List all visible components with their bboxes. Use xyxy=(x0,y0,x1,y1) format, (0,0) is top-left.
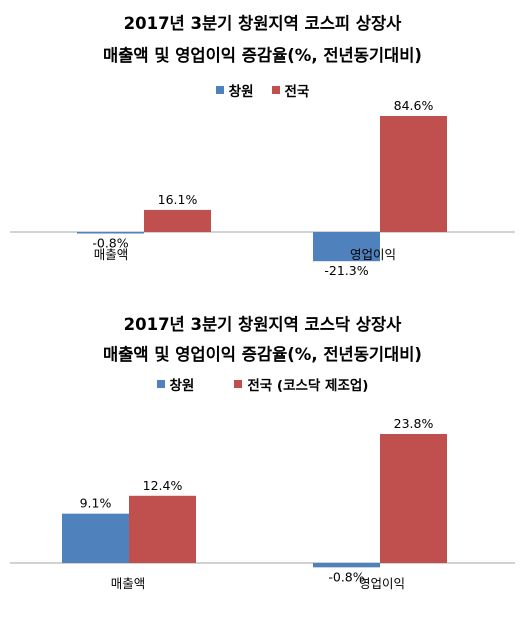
legend-item-national: 전국 (코스닥 제조업) xyxy=(234,374,368,394)
legend: 창원 전국 xyxy=(0,80,525,100)
legend-label: 창원 xyxy=(169,378,195,394)
data-label: -21.3% xyxy=(324,263,368,278)
kosdaq-chart: 2017년 3분기 창원지역 코스닥 상장사 매출액 및 영업이익 증감율(%,… xyxy=(0,305,525,630)
data-label: 84.6% xyxy=(394,98,434,113)
bar-national-0 xyxy=(129,495,196,563)
legend-item-national: 전국 xyxy=(271,80,310,100)
category-label: 영업이익 xyxy=(359,576,405,591)
chart-title-line-1: 2017년 3분기 창원지역 코스피 상장사 xyxy=(123,14,402,33)
category-label: 매출액 xyxy=(94,247,129,262)
data-label: 16.1% xyxy=(158,192,198,207)
bar-national-1 xyxy=(380,434,447,563)
bar-national-1 xyxy=(380,116,447,232)
legend-swatch-changwon xyxy=(156,380,165,388)
data-label: 12.4% xyxy=(143,478,183,493)
chart-title-line-2: 매출액 및 영업이익 증감율(%, 전년동기대비) xyxy=(103,46,422,65)
category-label: 영업이익 xyxy=(350,247,396,262)
legend-item-changwon: 창원 xyxy=(215,80,254,100)
chart-title-line-1: 2017년 3분기 창원지역 코스닥 상장사 xyxy=(123,315,402,334)
category-label: 매출액 xyxy=(111,576,146,591)
data-label: -0.8% xyxy=(328,569,364,584)
kospi-chart: 2017년 3분기 창원지역 코스피 상장사 매출액 및 영업이익 증감율(%,… xyxy=(0,0,525,300)
data-label: 9.1% xyxy=(80,496,112,511)
legend-item-changwon: 창원 xyxy=(156,374,195,394)
legend-swatch-changwon xyxy=(215,86,224,94)
legend-label: 창원 xyxy=(228,84,254,100)
bar-changwon-0 xyxy=(62,513,129,563)
legend-swatch-national xyxy=(234,380,243,388)
bar-national-0 xyxy=(144,209,211,232)
legend: 창원 전국 (코스닥 제조업) xyxy=(0,374,525,394)
legend-label: 전국 xyxy=(284,84,310,100)
data-label: 23.8% xyxy=(394,416,434,431)
bar-changwon-0 xyxy=(77,232,144,234)
chart-title-line-2: 매출액 및 영업이익 증감율(%, 전년동기대비) xyxy=(103,345,422,364)
bar-changwon-1 xyxy=(313,232,380,262)
bar-changwon-1 xyxy=(313,563,380,568)
legend-swatch-national xyxy=(271,86,280,94)
data-label: -0.8% xyxy=(92,236,128,251)
bar-chart-plot: 9.1% -0.8% 12.4% 23.8% 매출액 영업이익 xyxy=(10,416,515,591)
bar-chart-plot: -0.8% -21.3% 16.1% 84.6% 매출액 영업이익 xyxy=(10,98,515,278)
legend-label: 전국 (코스닥 제조업) xyxy=(247,378,369,394)
